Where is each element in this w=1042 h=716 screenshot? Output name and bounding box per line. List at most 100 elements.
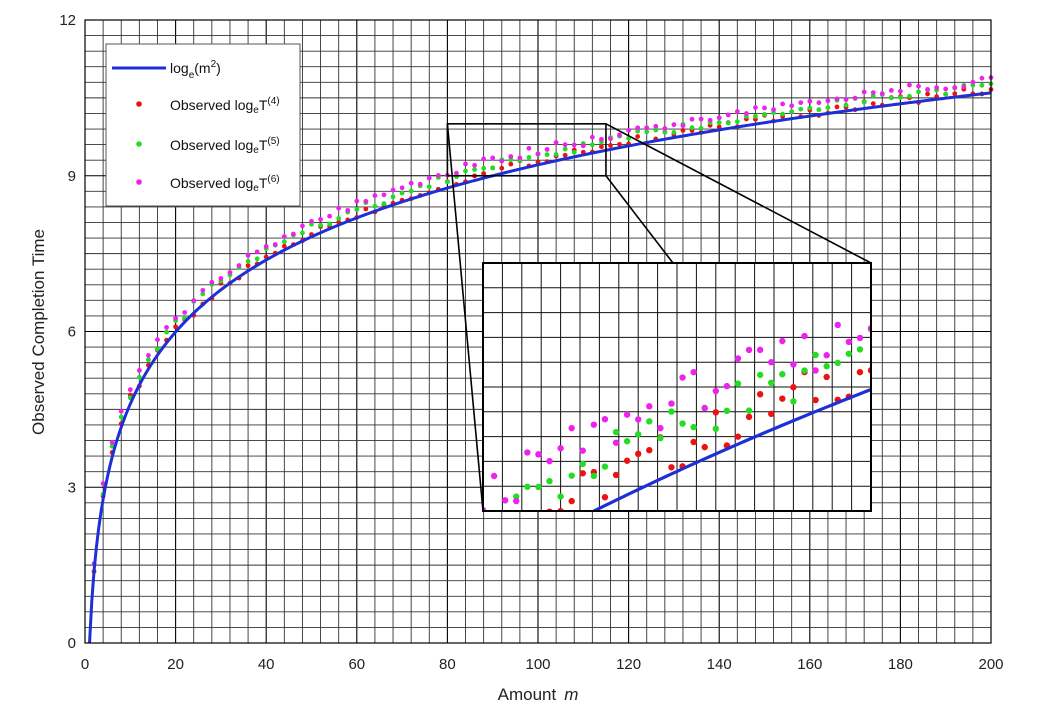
data-point (698, 125, 704, 131)
data-point (798, 100, 804, 106)
data-point (472, 162, 477, 168)
data-point (716, 115, 722, 121)
inset-data-point (524, 483, 531, 490)
data-point (589, 142, 595, 148)
data-point (127, 387, 133, 393)
data-point (725, 120, 731, 126)
legend-series-6-marker (136, 179, 142, 185)
data-point (463, 168, 468, 174)
inset-data-point (712, 387, 719, 395)
data-point (363, 206, 369, 212)
inset-data-point (623, 438, 631, 445)
data-point (109, 440, 115, 445)
zoom-indicator (446, 123, 872, 512)
data-point (118, 408, 124, 414)
data-point (916, 89, 921, 95)
data-point (499, 165, 505, 171)
data-point (155, 337, 160, 343)
inset-data-point (524, 449, 531, 456)
data-point (381, 192, 387, 198)
x-tick-label: 140 (707, 656, 732, 673)
inset-data-point (834, 359, 841, 367)
data-point (680, 123, 686, 129)
inset-data-point (623, 411, 631, 418)
data-point (753, 113, 758, 119)
x-tick-label: 60 (348, 656, 365, 673)
data-point (707, 117, 713, 123)
data-point (898, 88, 903, 94)
data-point (535, 151, 541, 157)
y-tick-label: 3 (68, 479, 76, 496)
data-point (979, 75, 985, 81)
legend-series-6-label: Observed logeT(6) (170, 174, 280, 194)
x-tick-label: 200 (978, 656, 1003, 673)
zoom-connector-line (605, 123, 872, 264)
data-point (218, 276, 224, 281)
inset-data-point (679, 420, 686, 427)
data-point (689, 116, 695, 122)
inset-data-point (601, 494, 609, 501)
data-point (888, 95, 894, 101)
data-point (925, 91, 930, 97)
data-point (300, 230, 305, 236)
data-point (263, 244, 269, 249)
inset-data-point (734, 355, 742, 362)
inset-data-point (779, 337, 786, 345)
inset-data-point (612, 439, 620, 446)
inset-zoom (482, 262, 872, 512)
inset-data-point (801, 367, 808, 374)
data-point (155, 346, 160, 352)
data-point (780, 101, 786, 107)
data-point (472, 167, 477, 173)
data-point (508, 154, 514, 159)
data-point (372, 203, 378, 209)
data-point (200, 291, 206, 297)
data-point (608, 136, 613, 142)
inset-data-point (701, 443, 708, 451)
data-point (979, 82, 985, 88)
data-point (907, 82, 912, 88)
inset-data-point (745, 346, 753, 354)
data-point (309, 218, 314, 224)
data-point (898, 95, 903, 100)
inset-data-point (601, 415, 609, 423)
data-point (463, 161, 468, 167)
data-point (281, 234, 287, 239)
data-point (952, 91, 958, 97)
curve-layer (88, 91, 992, 644)
inset-data-point (646, 403, 653, 410)
inset-data-point (779, 370, 786, 378)
inset-data-point (690, 438, 697, 446)
inset-data-point (668, 408, 675, 415)
data-point (245, 258, 251, 264)
data-point (798, 106, 804, 112)
data-point (762, 112, 767, 117)
inset-data-point (546, 477, 553, 485)
data-point (345, 207, 351, 213)
data-point (164, 329, 169, 335)
x-tick-label: 120 (616, 656, 641, 673)
data-point (200, 287, 206, 293)
x-tick-label: 0 (81, 656, 89, 673)
data-point (553, 152, 559, 157)
inset-data-point (513, 493, 520, 500)
data-point (562, 142, 568, 148)
data-point (381, 201, 387, 207)
inset-reference-curve (590, 388, 871, 511)
data-point (834, 96, 840, 102)
y-tick-label: 0 (68, 635, 76, 652)
data-point (372, 193, 378, 198)
data-point (789, 109, 795, 115)
data-point (599, 144, 604, 150)
data-point (209, 279, 215, 285)
data-point (191, 298, 197, 303)
inset-data-point (535, 483, 542, 491)
data-point (617, 141, 622, 147)
inset-data-point (756, 391, 764, 398)
data-point (363, 198, 369, 204)
data-point (653, 127, 659, 133)
inset-data-point (745, 407, 753, 414)
data-point (716, 124, 722, 130)
data-point (182, 310, 188, 315)
